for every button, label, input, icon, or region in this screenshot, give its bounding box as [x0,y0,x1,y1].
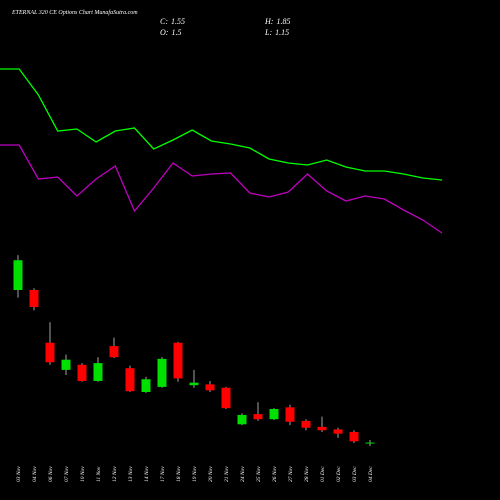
candle-body [77,364,87,381]
candle-body [109,346,119,358]
line-series [0,68,443,181]
candle-body [61,359,71,370]
candle-body [237,414,247,425]
candle-body [349,431,359,442]
header-value: 1.5 [171,28,181,37]
header-label: L: [264,28,272,37]
candle-body [221,387,231,409]
x-tick-label: 04 Dec [367,466,374,482]
header-label: O: [160,28,169,37]
x-tick-label: 03 Dec [352,466,358,482]
x-tick-label: 13 Nov [128,466,134,482]
header-value: 1.15 [275,28,289,37]
x-tick-label: 07 Nov [64,466,70,482]
x-tick-label: 25 Nov [256,466,262,482]
header-item: O: 1.5 [160,28,181,37]
chart-title: ETERNAL 320 CE Options Chart MunafaSutra… [11,9,138,16]
x-tick-label: 24 Nov [239,466,246,482]
header: C: 1.55 H: 1.85 O: 1.5 L: 1.15 [160,17,290,37]
x-tick-label: 10 Nov [80,466,86,482]
x-tick-label: 12 Nov [112,466,118,482]
candle-body [93,363,103,381]
x-tick-label: 11 Nov [96,466,102,482]
candle-body [333,429,343,434]
header-label: C: [160,17,168,26]
candle-body [157,358,167,387]
x-tick-label: 21 Nov [224,466,230,482]
x-tick-label: 19 Nov [192,466,198,482]
x-tick-label: 04 Nov [31,466,38,482]
candle-body [173,342,183,379]
candle-body [45,342,55,363]
x-tick-label: 01 Dec [320,466,326,482]
candle-body [317,426,327,431]
candle-body [13,260,23,290]
x-tick-label: 26 Nov [272,466,278,482]
line-series [0,144,443,234]
header-value: 1.55 [171,17,185,26]
candle-body [253,414,263,420]
x-tick-label: 28 Nov [304,466,310,482]
candle-body [285,407,295,422]
candle-body [189,382,199,386]
candle-body [269,409,279,420]
header-item: H: 1.85 [264,17,290,26]
x-tick-label: 20 Nov [208,466,214,482]
header-item: L: 1.15 [264,28,289,37]
x-tick-label: 14 Nov [143,466,150,482]
candle-body [205,384,215,391]
candle-body [141,379,151,392]
x-tick-label: 02 Dec [336,466,342,482]
header-label: H: [264,17,274,26]
x-tick-label: 27 Nov [288,466,294,482]
candle-body [125,368,135,392]
header-value: 1.85 [276,17,290,26]
x-tick-label: 17 Nov [160,466,166,482]
x-tick-label: 06 Nov [48,466,54,482]
x-tick-label: 03 Nov [16,466,22,482]
candle-body [301,420,311,428]
x-tick-label: 18 Nov [176,466,182,482]
candle-body [29,290,39,307]
candle-body [365,442,375,444]
header-item: C: 1.55 [160,17,185,26]
